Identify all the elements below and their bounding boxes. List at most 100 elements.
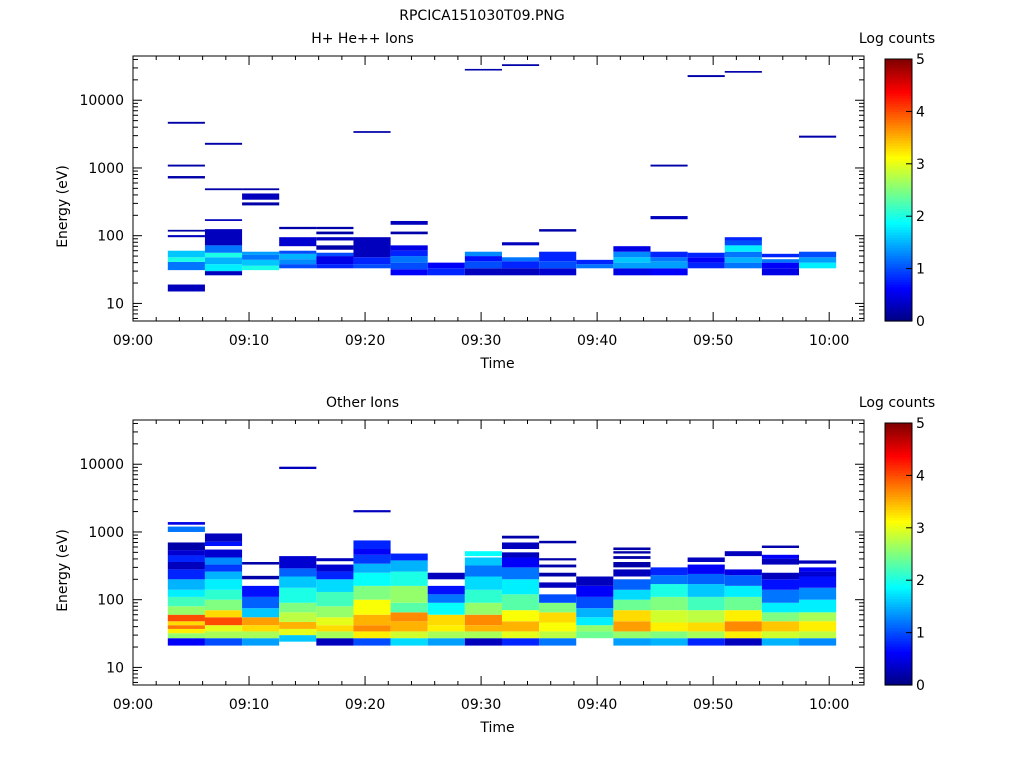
spectrogram-cell (316, 571, 354, 580)
spectrogram-cell (316, 231, 354, 235)
spectrogram-cell (799, 599, 837, 613)
colorbar-band (885, 496, 912, 500)
spectrogram-cell (427, 594, 465, 603)
colorbar-frame (884, 422, 913, 686)
spectrogram-cell (279, 259, 317, 265)
spectrogram-cell (576, 596, 614, 609)
colorbar-band (885, 213, 912, 217)
colorbar-band (885, 103, 912, 107)
colorbar-band (885, 564, 912, 568)
spectrogram-cell (353, 631, 391, 639)
spectrogram-cell (390, 631, 428, 639)
spectrogram-cell (724, 569, 762, 576)
other-ions-panel: Other Ions 09:00 09:10 09:20 09:30 09:40 09:50… (55, 395, 935, 736)
colorbar-tick-label: 3 (916, 157, 925, 173)
spectrogram-cell (687, 610, 725, 623)
spectrogram-cell (167, 526, 205, 532)
x-tick-label: 09:50 (693, 333, 733, 349)
spectrogram-cell (576, 625, 614, 632)
spectrogram-cell (353, 549, 391, 555)
spectrogram-cell (724, 262, 762, 269)
colorbar-band (885, 77, 912, 81)
spectrogram-cell (204, 271, 243, 276)
spectrogram-cell (390, 250, 428, 257)
spectrogram-cell (464, 261, 502, 269)
spectrogram-cell (464, 602, 502, 615)
spectrogram-cell (427, 262, 465, 269)
colorbar-band (885, 258, 912, 262)
colorbar-band (885, 475, 912, 479)
spectrogram-cell (613, 262, 651, 269)
colorbar-band (885, 488, 912, 492)
colorbar-band (885, 95, 912, 99)
colorbar-band (885, 446, 912, 450)
spectrogram-cell (390, 571, 428, 586)
colorbar-band (885, 585, 912, 589)
colorbar-band (885, 517, 912, 521)
spectrogram-cell (613, 599, 651, 611)
colorbar-band (885, 174, 912, 178)
colorbar-band (885, 609, 912, 613)
spectrogram-cell (204, 617, 243, 626)
colorbar-band (885, 540, 912, 545)
colorbar-band (885, 108, 912, 112)
colorbar-tick-label: 4 (916, 104, 925, 120)
colorbar-tick-label: 0 (916, 314, 925, 330)
colorbar-band (885, 671, 912, 676)
colorbar-band (885, 462, 912, 466)
colorbar-band (885, 318, 912, 322)
spectrogram-cell (316, 606, 354, 618)
colorbar-band (885, 640, 912, 644)
spectrogram-cell (539, 582, 577, 588)
spectrogram-cell (242, 585, 280, 597)
spectrogram-cell (613, 579, 651, 590)
spectrogram-cell (279, 635, 317, 642)
spectrogram-cell (650, 251, 688, 258)
y-tick-label: 10 (106, 296, 124, 312)
spectrogram-cell (724, 585, 762, 597)
colorbar-band (885, 679, 912, 683)
spectrogram-cell (724, 631, 762, 639)
colorbar-band (885, 210, 912, 215)
spectrogram-cell (167, 638, 205, 646)
spectrogram-cell (799, 631, 837, 639)
spectrogram-cell (687, 564, 725, 574)
spectrogram-cell (167, 542, 205, 551)
spectrogram-cell (353, 585, 391, 600)
spectrogram-cell (279, 250, 317, 254)
spectrogram-cell (761, 621, 800, 632)
spectrogram-cell (242, 202, 280, 206)
spectrogram-cell (576, 631, 614, 639)
colorbar-band (885, 234, 912, 238)
colorbar-band (885, 509, 912, 513)
colorbar-band (885, 237, 912, 241)
spectrogram-cell (724, 240, 762, 246)
colorbar-band (885, 79, 912, 84)
other-panel-title: Other Ions (326, 395, 399, 411)
spectrogram-cell (650, 584, 688, 597)
colorbar-band (885, 247, 912, 251)
spectrogram-cell (464, 68, 502, 71)
spectrogram-cell (576, 264, 614, 269)
spectrogram-cell (427, 625, 465, 632)
spectrogram-cell (204, 625, 243, 632)
colorbar-band (885, 650, 912, 655)
spectrogram-cell (539, 602, 577, 613)
spectrogram-cell (279, 576, 317, 588)
spectrogram-cell (167, 579, 205, 590)
colorbar-band (885, 82, 912, 86)
colorbar-band (885, 239, 912, 243)
hplus-panel-title: H+ He++ Ions (311, 31, 414, 47)
colorbar-band (885, 501, 912, 505)
colorbar-tick-label: 1 (916, 262, 925, 278)
colorbar-band (885, 661, 912, 665)
colorbar-band (885, 114, 912, 118)
spectrogram-cell (761, 262, 800, 269)
spectrogram-cell (167, 628, 205, 634)
spectrogram-cell (427, 614, 465, 626)
spectrogram-cell (539, 251, 577, 262)
spectrogram-cell (204, 579, 243, 590)
x-tick-label: 10:00 (809, 333, 849, 349)
spectrogram-cell (167, 257, 205, 262)
colorbar-band (885, 192, 912, 196)
